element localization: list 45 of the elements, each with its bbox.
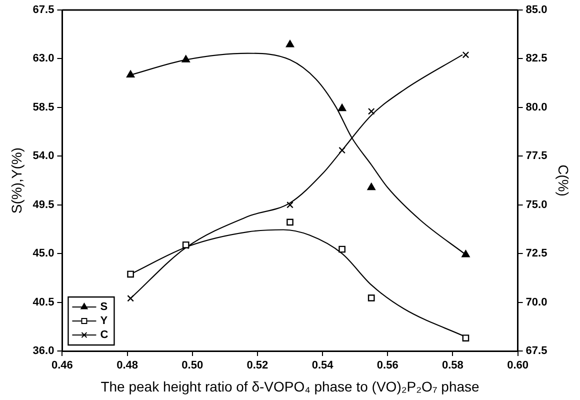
y-tick-label: 36.0 xyxy=(32,345,54,358)
point xyxy=(286,40,294,48)
x-tick-label: 0.52 xyxy=(246,360,268,372)
y2-tick-label: 75.0 xyxy=(526,198,548,211)
point xyxy=(127,294,134,302)
x-tick-label: 0.58 xyxy=(442,360,464,372)
legend-label: C xyxy=(100,329,108,342)
point xyxy=(462,334,470,342)
point xyxy=(127,270,134,278)
point xyxy=(338,104,346,112)
x-tick-label: 0.46 xyxy=(52,360,73,372)
x-tick-label: 0.50 xyxy=(182,360,204,372)
y-tick-label: 45.0 xyxy=(32,248,54,260)
y-axis-title: S(%),Y(%) xyxy=(8,147,24,214)
y-tick-label: 40.5 xyxy=(32,296,54,308)
y2-tick-label: 77.5 xyxy=(526,150,548,162)
y2-tick-label: 70.0 xyxy=(526,296,548,308)
point xyxy=(182,55,190,62)
y2-tick-label: 72.5 xyxy=(526,248,548,260)
x-axis-title: The peak height ratio of δ-VOPO₄ phase to (VO)₂P₂O₇ phase xyxy=(100,378,480,394)
y-tick-label: 54.0 xyxy=(32,150,54,162)
point xyxy=(368,108,375,115)
y2-tick-label: 80.0 xyxy=(526,101,548,114)
x-tick-label: 0.60 xyxy=(507,360,528,372)
point xyxy=(286,218,294,226)
x-tick-label: 0.54 xyxy=(312,360,334,372)
x-tick-label: 0.48 xyxy=(116,360,138,372)
point xyxy=(367,182,376,190)
y2-tick-label: 67.5 xyxy=(526,345,548,358)
y2-axis-title: C(%) xyxy=(556,164,572,196)
y-tick-label: 49.5 xyxy=(32,198,54,211)
point xyxy=(368,294,375,302)
point xyxy=(462,250,470,258)
legend-label: S xyxy=(100,301,108,314)
point xyxy=(126,70,135,78)
y2-tick-label: 82.5 xyxy=(526,52,548,65)
point xyxy=(286,201,294,208)
x-tick-label: 0.56 xyxy=(376,360,398,372)
y2-tick-label: 85.0 xyxy=(526,4,548,16)
point xyxy=(338,246,346,253)
y-tick-label: 67.5 xyxy=(32,4,54,16)
legend-label: Y xyxy=(100,315,108,328)
y-tick-label: 58.5 xyxy=(32,101,54,114)
point xyxy=(338,146,346,154)
y-tick-label: 63.0 xyxy=(32,52,54,65)
